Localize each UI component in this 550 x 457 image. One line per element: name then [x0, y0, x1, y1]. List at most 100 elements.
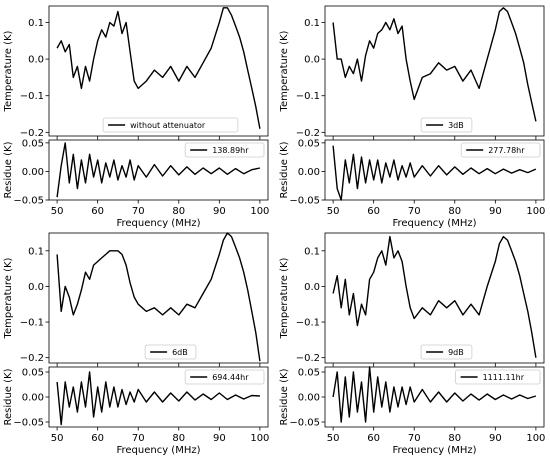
chart-2-residue-frame	[324, 139, 545, 201]
chart-3-residue-ytick-label: 0.00	[22, 393, 44, 404]
chart-4-residue-legend-label: 1111.11hr	[483, 373, 525, 382]
chart-3-temperature-ytick-label: 0.1	[28, 246, 44, 257]
chart-2-temperature-ytick-label: −0.1	[296, 91, 320, 102]
chart-1-residue-xtick-label: 50	[51, 206, 64, 217]
chart-3-residue-xtick-label: 70	[132, 433, 145, 444]
chart-1-residue-legend: 138.89hr	[184, 142, 265, 158]
chart-4-temperature-ytick-label: 0.0	[304, 282, 320, 293]
chart-1-residue-ylabel: Residue (K)	[3, 141, 14, 198]
chart-3-residue-series-line	[56, 371, 260, 426]
chart-2-residue-xtick-label: 100	[526, 206, 545, 217]
chart-2-temperature-frame	[324, 5, 545, 137]
chart-1-temperature-series-line	[56, 7, 261, 129]
chart-4-residue-ylabel: Residue (K)	[279, 368, 290, 425]
chart-1-residue-series-line	[56, 142, 261, 198]
chart-2-temperature-ylabel: Temperature (K)	[279, 30, 290, 112]
chart-4-temperature-legend: 9dB	[420, 344, 473, 360]
chart-3-temperature-ytick-label: −0.2	[20, 353, 44, 364]
chart-3-residue-ytick-label: 0.05	[22, 368, 44, 379]
chart-1-residue-xtick-label: 70	[132, 206, 145, 217]
chart-4-residue-xtick-label: 70	[408, 433, 421, 444]
chart-3-residue-xtick-label: 90	[213, 433, 226, 444]
chart-2-residue-xlabel: Frequency (MHz)	[392, 218, 476, 229]
chart-3-temperature-ylabel: Temperature (K)	[3, 257, 14, 339]
chart-4-residue-series-line	[332, 366, 537, 423]
chart-3-temperature-series-line	[56, 232, 261, 362]
chart-4-temperature-frame	[324, 232, 545, 364]
chart-3-temperature-frame	[48, 232, 269, 364]
chart-2-residue-xtick-label: 80	[448, 206, 461, 217]
chart-4-residue-xtick-label: 50	[327, 433, 340, 444]
chart-2-temperature-axes: 0.1 0.0 −0.1 −0.2 Temperature (K) 3dB	[279, 5, 545, 140]
chart-2-residue-xtick-label: 70	[408, 206, 421, 217]
chart-3-temperature-ytick-label: 0.0	[28, 282, 44, 293]
chart-2-residue-legend: 277.78hr	[460, 142, 541, 158]
chart-1-temperature-axes: 0.1 0.0 −0.1 −0.2 Temperature (K) without att…	[3, 5, 269, 140]
chart-4-residue-ytick-label: 0.00	[298, 393, 320, 404]
chart-4-residue-ytick-label: 0.05	[298, 368, 320, 379]
chart-1-residue-ytick-label: 0.00	[22, 167, 44, 178]
chart-2-residue-xtick-label: 60	[367, 206, 380, 217]
chart-2-residue-ytick-label: 0.05	[298, 138, 320, 149]
chart-1-residue-legend-box	[184, 142, 265, 158]
chart-3-temperature-ytick-label: −0.1	[20, 318, 44, 329]
chart-1-residue-xtick-label: 100	[250, 206, 269, 217]
chart-4-temperature-ylabel: Temperature (K)	[279, 257, 290, 339]
chart-3-residue-ylabel: Residue (K)	[3, 368, 14, 425]
chart-2-residue-ytick-label: 0.00	[298, 167, 320, 178]
chart-4-temperature-legend-label: 9dB	[448, 348, 464, 357]
chart-2-residue-legend-box	[460, 142, 541, 158]
chart-2-residue-ytick-label: −0.05	[289, 196, 320, 207]
chart-2-temperature-legend: 3dB	[420, 117, 473, 133]
chart-3-residue-legend: 694.44hr	[184, 369, 265, 385]
chart-4-residue-legend: 1111.11hr	[455, 369, 541, 385]
chart-1-temperature-legend: without attenuator	[102, 117, 239, 133]
chart-4-residue-ytick-label: −0.05	[289, 418, 320, 429]
chart-2-temperature-legend-box	[420, 117, 473, 133]
chart-4-temperature-ytick-label: −0.1	[296, 318, 320, 329]
chart-3-residue-xlabel: Frequency (MHz)	[116, 445, 200, 456]
chart-2-residue-ylabel: Residue (K)	[279, 141, 290, 198]
chart-4-temperature-ytick-label: −0.2	[296, 353, 320, 364]
chart-2-temperature-series-line	[332, 7, 537, 122]
chart-2-temperature-ytick-label: 0.1	[304, 18, 320, 29]
chart-1-residue-xtick-label: 60	[91, 206, 104, 217]
chart-2-temperature-ytick-label: 0.0	[304, 55, 320, 66]
chart-4-residue-xlabel: Frequency (MHz)	[392, 445, 476, 456]
chart-3-residue-legend-label: 694.44hr	[212, 373, 249, 382]
chart-1-temperature-ytick-label: −0.1	[20, 91, 44, 102]
chart-1-residue-ytick-label: 0.05	[22, 138, 44, 149]
chart-2-residue-xtick-label: 50	[327, 206, 340, 217]
chart-4-temperature-ytick-label: 0.1	[304, 246, 320, 257]
chart-2-residue-series-line	[332, 145, 537, 201]
chart-2-temperature-ytick-label: −0.2	[296, 128, 320, 139]
chart-3-temperature-legend: 6dB	[144, 344, 197, 360]
chart-3-residue-xtick-label: 60	[91, 433, 104, 444]
chart-4-residue-xtick-label: 90	[489, 433, 502, 444]
chart-4-residue-xtick-label: 80	[448, 433, 461, 444]
chart-1-residue-frame	[48, 139, 269, 201]
chart-2-temperature-legend-label: 3dB	[448, 121, 464, 130]
chart-1-temperature-ytick-label: 0.1	[28, 18, 44, 29]
chart-4-temperature-axes: 0.1 0.0 −0.1 −0.2 Temperature (K) 9dB	[279, 232, 545, 367]
chart-4-residue-legend-box	[455, 369, 541, 385]
chart-1-residue-ytick-label: −0.05	[13, 196, 44, 207]
chart-3-temperature-legend-box	[144, 344, 197, 360]
chart-3-residue-legend-box	[184, 369, 265, 385]
chart-1-temperature-ylabel: Temperature (K)	[3, 30, 14, 112]
chart-1-residue-legend-label: 138.89hr	[212, 146, 249, 155]
chart-1-temperature-legend-box	[102, 117, 239, 133]
chart-1-temperature-frame	[48, 5, 269, 137]
chart-3-residue-xtick-label: 50	[51, 433, 64, 444]
chart-4-residue-xtick-label: 100	[526, 433, 545, 444]
chart-1-residue-xtick-label: 80	[172, 206, 185, 217]
chart-1-residue-xlabel: Frequency (MHz)	[116, 218, 200, 229]
chart-3-temperature-legend-label: 6dB	[172, 348, 188, 357]
chart-1-temperature-ytick-label: −0.2	[20, 128, 44, 139]
chart-3-residue-xtick-label: 80	[172, 433, 185, 444]
chart-3-residue-ytick-label: −0.05	[13, 418, 44, 429]
